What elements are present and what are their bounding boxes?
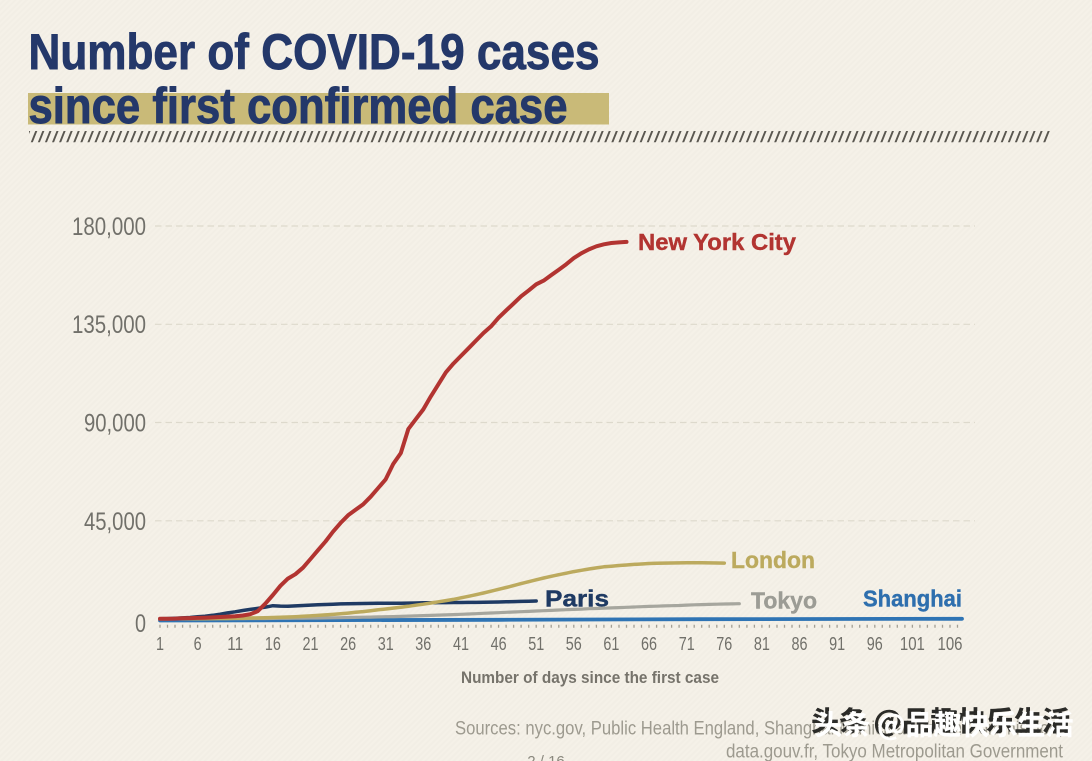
svg-text:2 / 16: 2 / 16 bbox=[527, 753, 565, 761]
svg-text:86: 86 bbox=[792, 633, 808, 654]
svg-text:61: 61 bbox=[603, 633, 619, 654]
svg-text:91: 91 bbox=[829, 633, 845, 654]
svg-text:135,000: 135,000 bbox=[72, 311, 146, 339]
svg-text:81: 81 bbox=[754, 633, 770, 654]
svg-text:56: 56 bbox=[566, 633, 582, 654]
svg-text:90,000: 90,000 bbox=[84, 410, 146, 438]
svg-text:since first confirmed case: since first confirmed case bbox=[29, 78, 568, 134]
svg-text:Shanghai: Shanghai bbox=[863, 586, 962, 612]
svg-text:45,000: 45,000 bbox=[84, 508, 146, 536]
svg-text:71: 71 bbox=[679, 633, 695, 654]
svg-text:21: 21 bbox=[303, 633, 319, 654]
svg-text:46: 46 bbox=[491, 633, 507, 654]
svg-text:36: 36 bbox=[415, 633, 431, 654]
svg-text:41: 41 bbox=[453, 633, 469, 654]
svg-text:76: 76 bbox=[716, 633, 732, 654]
svg-text:11: 11 bbox=[227, 633, 243, 654]
svg-text:London: London bbox=[731, 547, 815, 573]
svg-text:1: 1 bbox=[156, 633, 164, 654]
svg-text:Number of COVID-19 cases: Number of COVID-19 cases bbox=[29, 24, 600, 80]
svg-text:16: 16 bbox=[265, 633, 281, 654]
svg-text:96: 96 bbox=[867, 633, 883, 654]
svg-text:New York City: New York City bbox=[638, 229, 796, 255]
svg-text:Tokyo: Tokyo bbox=[751, 588, 817, 614]
svg-text:data.gouv.fr, Tokyo Metropolit: data.gouv.fr, Tokyo Metropolitan Governm… bbox=[726, 742, 1064, 761]
svg-text:26: 26 bbox=[340, 633, 356, 654]
svg-text:51: 51 bbox=[528, 633, 544, 654]
svg-text:6: 6 bbox=[194, 633, 202, 654]
svg-text:31: 31 bbox=[378, 633, 394, 654]
svg-text:Number of days since the first: Number of days since the first case bbox=[461, 669, 719, 687]
svg-text:101: 101 bbox=[900, 633, 925, 654]
svg-text:180,000: 180,000 bbox=[72, 213, 146, 241]
svg-text:66: 66 bbox=[641, 633, 657, 654]
svg-text:106: 106 bbox=[938, 633, 963, 654]
svg-text:Paris: Paris bbox=[545, 586, 609, 612]
svg-text:0: 0 bbox=[135, 610, 146, 638]
